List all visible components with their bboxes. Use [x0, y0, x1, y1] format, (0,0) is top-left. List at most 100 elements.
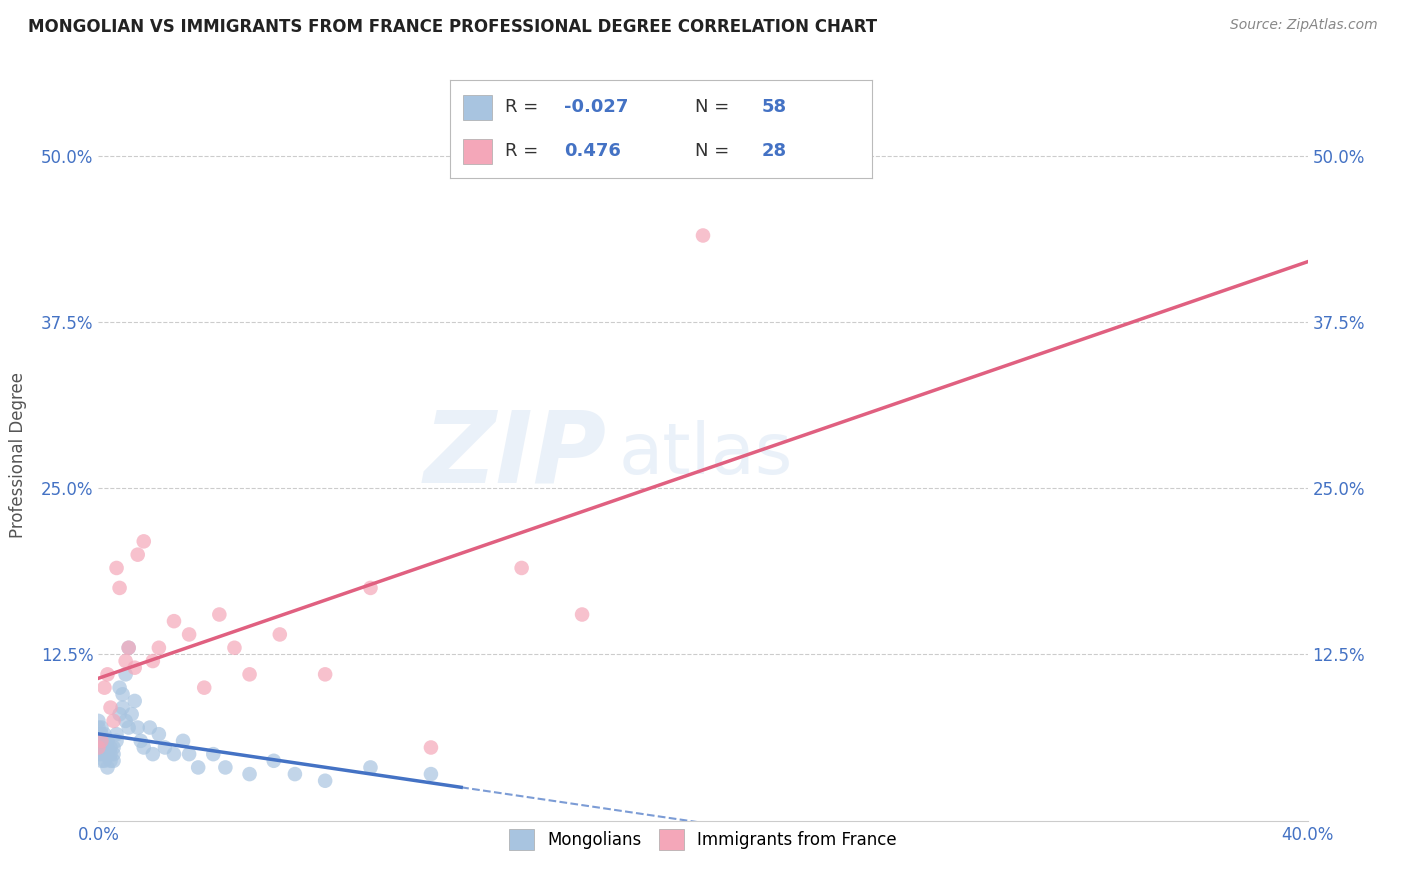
Point [360, 581, 382, 595]
Point [114, 714, 136, 728]
Point [93, 681, 115, 695]
Text: N =: N = [695, 143, 734, 161]
Text: -0.027: -0.027 [564, 98, 628, 116]
Point [127, 721, 149, 735]
Text: MONGOLIAN VS IMMIGRANTS FROM FRANCE PROFESSIONAL DEGREE CORRELATION CHART: MONGOLIAN VS IMMIGRANTS FROM FRANCE PROF… [28, 18, 877, 36]
Text: 58: 58 [762, 98, 787, 116]
Point [510, 561, 533, 575]
Point [127, 548, 149, 562]
Point [132, 740, 155, 755]
Point [148, 727, 170, 741]
Point [111, 700, 134, 714]
Point [108, 707, 131, 722]
Point [93, 727, 115, 741]
Point [90, 721, 112, 735]
Y-axis label: Professional Degree: Professional Degree [8, 372, 27, 538]
Point [314, 773, 336, 788]
Point [314, 667, 336, 681]
Point [103, 740, 125, 755]
Point [90, 734, 112, 748]
Point [142, 747, 165, 761]
Point [103, 714, 125, 728]
Point [193, 681, 215, 695]
Point [100, 740, 122, 755]
Point [163, 747, 186, 761]
Bar [463, 95, 492, 120]
Text: atlas: atlas [619, 420, 793, 490]
Point [90, 754, 112, 768]
Point [93, 734, 115, 748]
Point [208, 607, 231, 622]
Text: Source: ZipAtlas.com: Source: ZipAtlas.com [1230, 18, 1378, 32]
Point [108, 581, 131, 595]
Point [148, 640, 170, 655]
Point [105, 561, 128, 575]
Point [105, 734, 128, 748]
Point [420, 767, 443, 781]
Point [90, 734, 112, 748]
Point [87, 721, 110, 735]
Point [87, 714, 110, 728]
Text: 28: 28 [762, 143, 787, 161]
Point [163, 614, 186, 628]
Point [87, 727, 110, 741]
Text: 0.476: 0.476 [564, 143, 620, 161]
Point [139, 721, 162, 735]
Text: R =: R = [505, 143, 544, 161]
Point [284, 767, 307, 781]
Bar [463, 139, 492, 164]
Point [111, 687, 134, 701]
Point [96, 740, 118, 755]
Point [179, 747, 201, 761]
Text: ZIP: ZIP [423, 407, 606, 503]
Point [224, 640, 246, 655]
Point [105, 727, 128, 741]
Point [142, 654, 165, 668]
Text: N =: N = [695, 98, 734, 116]
Point [239, 667, 262, 681]
Point [90, 740, 112, 755]
Text: R =: R = [505, 98, 544, 116]
Point [90, 727, 112, 741]
Point [187, 760, 209, 774]
Point [129, 734, 152, 748]
Point [571, 607, 593, 622]
Point [96, 760, 118, 774]
Point [263, 754, 285, 768]
Legend: Mongolians, Immigrants from France: Mongolians, Immigrants from France [503, 822, 903, 856]
Point [132, 534, 155, 549]
Point [153, 740, 176, 755]
Point [108, 681, 131, 695]
Point [87, 747, 110, 761]
Point [93, 740, 115, 755]
Point [96, 667, 118, 681]
Point [87, 734, 110, 748]
Point [114, 667, 136, 681]
Point [269, 627, 291, 641]
Point [124, 694, 146, 708]
Point [121, 707, 143, 722]
Point [118, 640, 141, 655]
Point [96, 747, 118, 761]
Point [360, 760, 382, 774]
Point [103, 747, 125, 761]
Point [124, 661, 146, 675]
Point [118, 640, 141, 655]
Point [103, 754, 125, 768]
Point [100, 747, 122, 761]
Point [100, 700, 122, 714]
Point [179, 627, 201, 641]
Point [100, 754, 122, 768]
Point [118, 721, 141, 735]
Point [87, 740, 110, 755]
Point [93, 754, 115, 768]
Point [420, 740, 443, 755]
Point [87, 740, 110, 755]
Point [239, 767, 262, 781]
Point [90, 747, 112, 761]
Point [96, 734, 118, 748]
Point [172, 734, 194, 748]
Point [692, 228, 714, 243]
Point [114, 654, 136, 668]
Point [202, 747, 225, 761]
